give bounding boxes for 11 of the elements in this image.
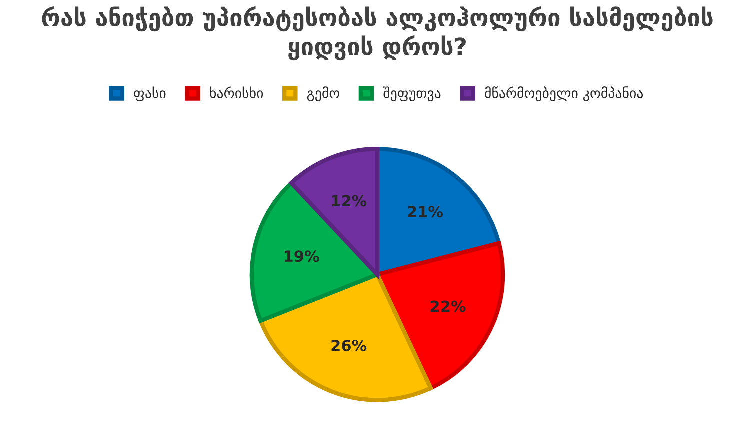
data-label: 26% xyxy=(332,340,367,352)
data-label: 12% xyxy=(332,195,367,207)
legend-label: შეფუთვა xyxy=(384,86,441,102)
legend-label: ფასი xyxy=(134,86,166,102)
chart-title: რას ანიჭებთ უპირატესობას ალკოჰოლური სასმელების ყიდვის დროს? xyxy=(42,6,713,61)
data-label: 19% xyxy=(284,250,320,262)
legend-label: მწარმოებელი კომპანია xyxy=(485,86,644,102)
legend-label: ხარისხი xyxy=(210,86,264,98)
data-label: 22% xyxy=(430,300,466,312)
data-label: 21% xyxy=(408,206,444,218)
legend-label: გემო xyxy=(307,86,340,102)
